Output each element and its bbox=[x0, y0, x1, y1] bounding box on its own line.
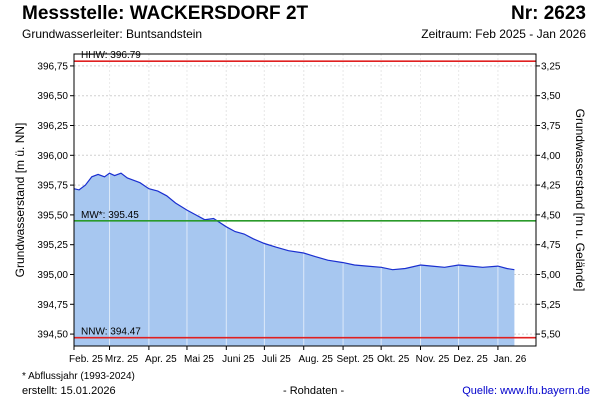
y2-tick-label: 3,50 bbox=[541, 91, 561, 102]
y2-tick-label: 4,50 bbox=[541, 210, 561, 221]
y-tick-label: 396,25 bbox=[37, 121, 68, 132]
y2-tick-label: 4,00 bbox=[541, 151, 561, 162]
y-tick-label: 396,00 bbox=[37, 151, 68, 162]
y2-axis-label: Grundwasserstand [m u. Gelände] bbox=[573, 109, 587, 292]
station-number: Nr: 2623 bbox=[511, 3, 586, 24]
y2-tick-label: 5,00 bbox=[541, 270, 561, 281]
reference-line-label: MW*: 395.45 bbox=[81, 210, 139, 221]
raw-data-note: - Rohdaten - bbox=[283, 385, 345, 397]
reference-line-label: NNW: 394.47 bbox=[81, 327, 141, 338]
y-tick-label: 395,75 bbox=[37, 181, 68, 192]
x-tick-label: Dez. 25 bbox=[453, 354, 488, 365]
x-tick-label: Mrz. 25 bbox=[105, 354, 139, 365]
y-tick-label: 396,50 bbox=[37, 91, 68, 102]
plot-frame bbox=[73, 53, 537, 347]
footnote: * Abflussjahr (1993-2024) bbox=[22, 371, 135, 382]
y-axis-label: Grundwasserstand [m ü. NN] bbox=[13, 123, 27, 278]
y-tick-label: 394,75 bbox=[37, 300, 68, 311]
x-tick-label: Aug. 25 bbox=[298, 354, 333, 365]
y2-tick-label: 3,25 bbox=[541, 61, 561, 72]
x-tick-label: Juli 25 bbox=[262, 354, 291, 365]
station-title: Messstelle: WACKERSDORF 2T bbox=[22, 3, 309, 24]
x-tick-label: Jan. 26 bbox=[494, 354, 527, 365]
aquifer-label: Grundwasserleiter: Buntsandstein bbox=[22, 27, 203, 41]
y2-tick-label: 5,25 bbox=[541, 300, 561, 311]
x-tick-label: Okt. 25 bbox=[377, 354, 410, 365]
y-tick-label: 395,00 bbox=[37, 270, 68, 281]
x-tick-label: Sept. 25 bbox=[336, 354, 374, 365]
x-tick-label: Feb. 25 bbox=[69, 354, 103, 365]
y-tick-label: 394,50 bbox=[37, 330, 68, 341]
x-tick-label: Mai 25 bbox=[184, 354, 214, 365]
source-link[interactable]: Quelle: www.lfu.bayern.de bbox=[462, 385, 590, 397]
y-tick-label: 395,50 bbox=[37, 210, 68, 221]
created-date: erstellt: 15.01.2026 bbox=[22, 385, 116, 397]
water-level-line bbox=[73, 172, 515, 271]
y-tick-label: 396,75 bbox=[37, 61, 68, 72]
y2-tick-label: 5,50 bbox=[541, 330, 561, 341]
reference-line-label: HHW: 396.79 bbox=[81, 50, 141, 61]
period-label: Zeitraum: Feb 2025 - Jan 2026 bbox=[421, 27, 586, 41]
water-level-area bbox=[74, 173, 515, 346]
y2-tick-label: 4,75 bbox=[541, 240, 561, 251]
y-tick-label: 395,25 bbox=[37, 240, 68, 251]
y2-tick-label: 3,75 bbox=[541, 121, 561, 132]
x-tick-label: Juni 25 bbox=[222, 354, 255, 365]
x-tick-label: Nov. 25 bbox=[416, 354, 450, 365]
y2-tick-label: 4,25 bbox=[541, 181, 561, 192]
x-tick-label: Apr. 25 bbox=[145, 354, 177, 365]
